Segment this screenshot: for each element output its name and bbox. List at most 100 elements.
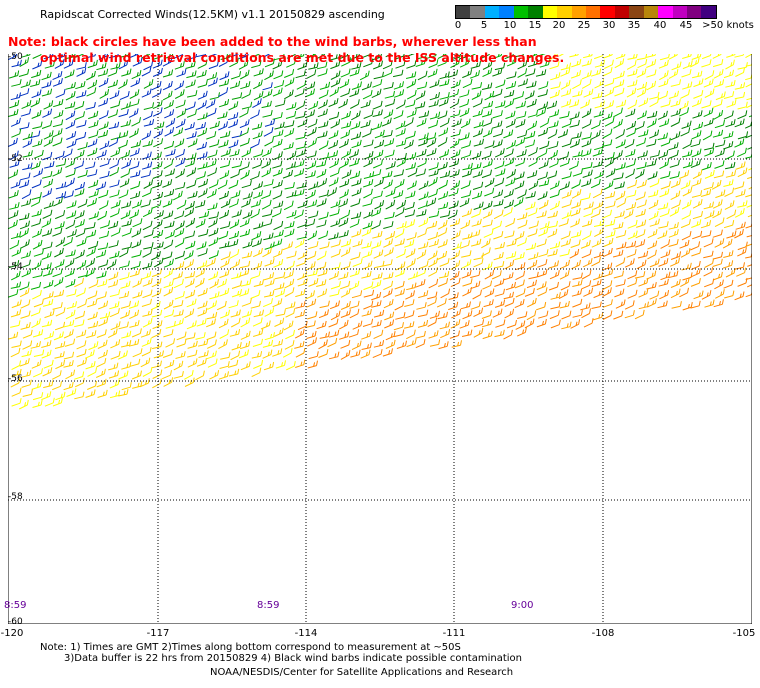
wind-barb: [296, 232, 308, 240]
wind-barb: [184, 271, 196, 279]
wind-barb: [319, 81, 331, 90]
wind-barb: [163, 54, 174, 60]
wind-barb: [316, 250, 327, 261]
wind-barb: [538, 179, 550, 187]
wind-barb: [418, 132, 429, 141]
wind-barb: [43, 280, 54, 289]
wind-barb: [625, 240, 637, 249]
wind-barb: [165, 320, 176, 329]
wind-barb: [349, 308, 360, 319]
wind-barb: [505, 177, 516, 187]
wind-barb: [405, 54, 415, 58]
wind-barb: [282, 241, 293, 251]
wind-barb: [703, 201, 714, 210]
wind-barb: [42, 367, 53, 377]
wind-barb: [724, 200, 735, 210]
wind-barb: [162, 349, 174, 358]
wind-barb: [693, 290, 704, 300]
wind-barb: [503, 189, 514, 198]
wind-barb: [360, 120, 371, 129]
wind-barb: [593, 250, 604, 259]
wind-barb: [198, 229, 209, 237]
wind-barb: [658, 258, 669, 267]
wind-barb: [20, 79, 31, 88]
wind-barb: [374, 139, 385, 149]
wind-barb: [231, 280, 242, 289]
wind-barb: [239, 119, 250, 129]
wind-barb: [494, 288, 505, 297]
wind-barb: [306, 250, 317, 260]
wind-barb: [219, 71, 230, 81]
wind-barb: [484, 187, 495, 197]
wind-barb: [99, 311, 111, 319]
wind-barb: [31, 192, 42, 200]
wind-barb: [54, 221, 65, 230]
wind-barb: [504, 230, 515, 239]
wind-barb: [272, 190, 283, 200]
wind-barb: [185, 217, 196, 228]
wind-barb: [482, 60, 493, 70]
wind-barb: [537, 89, 548, 98]
wind-barb: [592, 148, 603, 157]
wind-barb: [602, 128, 613, 139]
wind-barb: [206, 331, 217, 341]
wind-barb: [351, 110, 361, 121]
wind-barb: [549, 270, 560, 280]
wind-barb: [85, 222, 96, 230]
wind-barb: [43, 359, 54, 369]
wind-barb: [438, 97, 449, 107]
wind-barb: [9, 150, 19, 161]
wind-barb: [469, 54, 477, 57]
wind-barb: [129, 320, 140, 328]
wind-barb: [514, 171, 525, 180]
wind-barb: [703, 107, 714, 118]
wind-barb: [184, 308, 195, 319]
wind-barb: [680, 89, 690, 99]
wind-barb: [451, 241, 462, 251]
wind-barb: [363, 151, 374, 160]
wind-barb: [636, 81, 648, 91]
wind-barb: [20, 299, 31, 309]
wind-barb: [120, 300, 131, 309]
wind-barb: [262, 339, 274, 348]
wind-barb: [317, 178, 328, 188]
wind-barb: [625, 108, 636, 118]
wind-barb: [681, 69, 692, 78]
wind-barb: [680, 248, 691, 258]
wind-barb: [385, 54, 393, 58]
wind-barb: [746, 234, 752, 238]
wind-barb: [174, 210, 185, 220]
wind-barb: [538, 227, 549, 237]
wind-barb: [493, 209, 504, 220]
wind-barb: [416, 249, 427, 260]
wind-barb: [472, 289, 482, 300]
wind-barb: [140, 199, 151, 208]
wind-barb: [734, 228, 744, 239]
wind-barb: [328, 351, 340, 360]
wind-barb: [627, 219, 638, 229]
wind-barb: [680, 219, 691, 229]
wind-barb: [594, 100, 605, 109]
wind-barb: [591, 238, 602, 248]
wind-barb: [649, 150, 661, 158]
wind-barb: [396, 221, 407, 230]
wind-barb: [286, 54, 296, 59]
wind-barb: [638, 301, 649, 310]
wind-barb: [668, 142, 679, 151]
wind-barb: [63, 381, 74, 391]
wind-barb: [428, 162, 439, 171]
wind-barb: [538, 81, 549, 90]
wind-barb: [723, 250, 734, 258]
wind-barb: [163, 140, 175, 150]
wind-barb: [8, 289, 19, 298]
wind-barb: [53, 331, 64, 341]
wind-barb: [736, 267, 747, 277]
wind-barb: [582, 169, 593, 178]
wind-barb: [53, 289, 65, 298]
wind-barb: [316, 219, 327, 228]
wind-barb: [305, 320, 316, 328]
wind-barb: [85, 267, 96, 278]
wind-barb: [396, 157, 407, 168]
legend-label: >50 knots: [702, 20, 754, 31]
wind-barb: [307, 360, 318, 369]
